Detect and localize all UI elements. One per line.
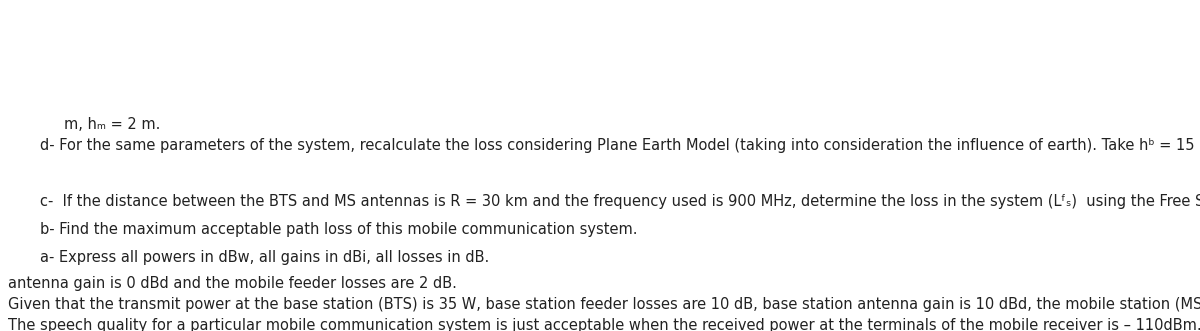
- Text: d- For the same parameters of the system, recalculate the loss considering Plane: d- For the same parameters of the system…: [40, 138, 1194, 153]
- Text: a- Express all powers in dBw, all gains in dBi, all losses in dB.: a- Express all powers in dBw, all gains …: [40, 250, 490, 265]
- Text: The speech quality for a particular mobile communication system is just acceptab: The speech quality for a particular mobi…: [8, 318, 1200, 331]
- Text: b- Find the maximum acceptable path loss of this mobile communication system.: b- Find the maximum acceptable path loss…: [40, 222, 637, 237]
- Text: m, hₘ = 2 m.: m, hₘ = 2 m.: [64, 117, 161, 132]
- Text: Given that the transmit power at the base station (BTS) is 35 W, base station fe: Given that the transmit power at the bas…: [8, 297, 1200, 312]
- Text: c-  If the distance between the BTS and MS antennas is R = 30 km and the frequen: c- If the distance between the BTS and M…: [40, 194, 1200, 209]
- Text: antenna gain is 0 dBd and the mobile feeder losses are 2 dB.: antenna gain is 0 dBd and the mobile fee…: [8, 276, 457, 291]
